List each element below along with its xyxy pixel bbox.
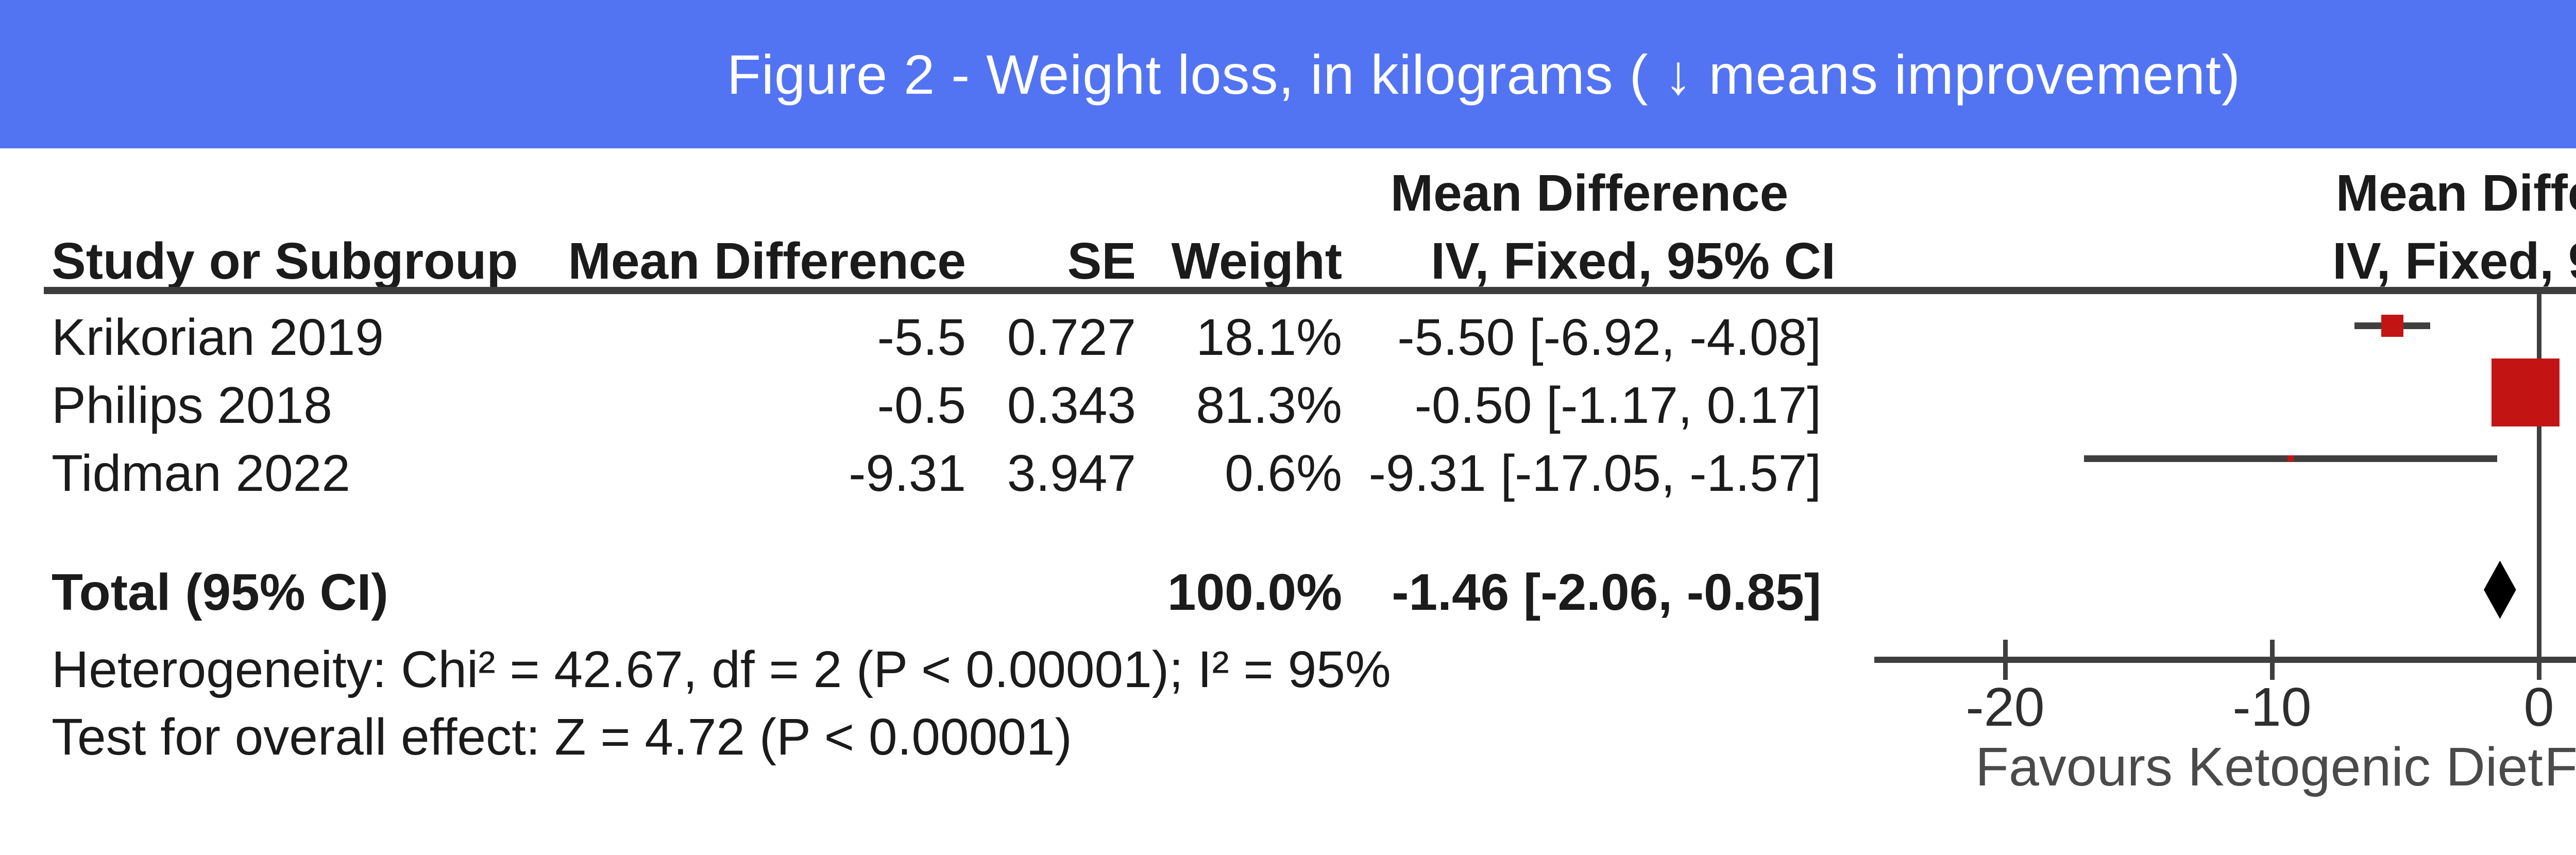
x-axis-tick xyxy=(2537,640,2541,680)
study-md: -5.5 xyxy=(877,309,966,366)
study-weight-square xyxy=(2492,358,2560,426)
study-weight-square xyxy=(2287,455,2294,461)
x-axis-tick xyxy=(2270,640,2275,680)
column-header-md-ci-line1: Mean Difference xyxy=(1390,164,1789,222)
study-weight: 0.6% xyxy=(1225,444,1342,502)
total-row-ci: -1.46 [-2.06, -0.85] xyxy=(1392,563,1821,621)
column-header-mean-difference: Mean Difference xyxy=(568,232,966,290)
favours-right-label: Favours Other xyxy=(2544,737,2576,797)
favours-left-label: Favours Ketogenic Diet xyxy=(1975,737,2543,797)
header-divider-line xyxy=(44,287,2576,294)
column-header-weight: Weight xyxy=(1171,232,1342,290)
x-axis-tick xyxy=(2003,640,2008,680)
total-row-label: Total (95% CI) xyxy=(52,563,388,621)
x-axis-tick-label: -20 xyxy=(1965,677,2045,738)
study-se: 3.947 xyxy=(1007,444,1136,502)
x-axis-tick-label: -10 xyxy=(2232,677,2312,738)
figure-title: Figure 2 - Weight loss, in kilograms ( ↓… xyxy=(727,43,2241,106)
overall-effect-note: Test for overall effect: Z = 4.72 (P < 0… xyxy=(52,708,1072,766)
column-header-md-ci-line2: IV, Fixed, 95% CI xyxy=(1431,232,1836,290)
study-name: Krikorian 2019 xyxy=(52,309,384,366)
column-header-study: Study or Subgroup xyxy=(52,232,518,290)
total-effect-diamond xyxy=(2484,560,2516,619)
plot-header-line2: IV, Fixed, 95% CI xyxy=(2332,232,2576,290)
study-md: -0.5 xyxy=(877,377,966,434)
study-se: 0.727 xyxy=(1007,309,1136,366)
study-se: 0.343 xyxy=(1007,377,1136,434)
study-weight-square xyxy=(2381,314,2403,337)
zero-effect-line xyxy=(2537,294,2541,663)
study-ci: -0.50 [-1.17, 0.17] xyxy=(1414,377,1821,434)
study-name: Tidman 2022 xyxy=(52,444,350,502)
x-axis-line xyxy=(1874,657,2576,663)
figure-title-bar: Figure 2 - Weight loss, in kilograms ( ↓… xyxy=(0,0,2576,148)
x-axis-tick-label: 0 xyxy=(2523,677,2554,738)
study-weight: 81.3% xyxy=(1196,377,1342,434)
study-weight: 18.1% xyxy=(1196,309,1342,366)
study-ci: -9.31 [-17.05, -1.57] xyxy=(1368,444,1821,502)
study-ci: -5.50 [-6.92, -4.08] xyxy=(1397,309,1821,366)
heterogeneity-note: Heterogeneity: Chi² = 42.67, df = 2 (P <… xyxy=(52,641,1391,698)
study-name: Philips 2018 xyxy=(52,377,332,434)
total-row-weight: 100.0% xyxy=(1167,563,1342,621)
plot-header-line1: Mean Difference xyxy=(2335,164,2576,222)
study-md: -9.31 xyxy=(849,444,966,502)
column-header-se: SE xyxy=(1067,232,1136,290)
